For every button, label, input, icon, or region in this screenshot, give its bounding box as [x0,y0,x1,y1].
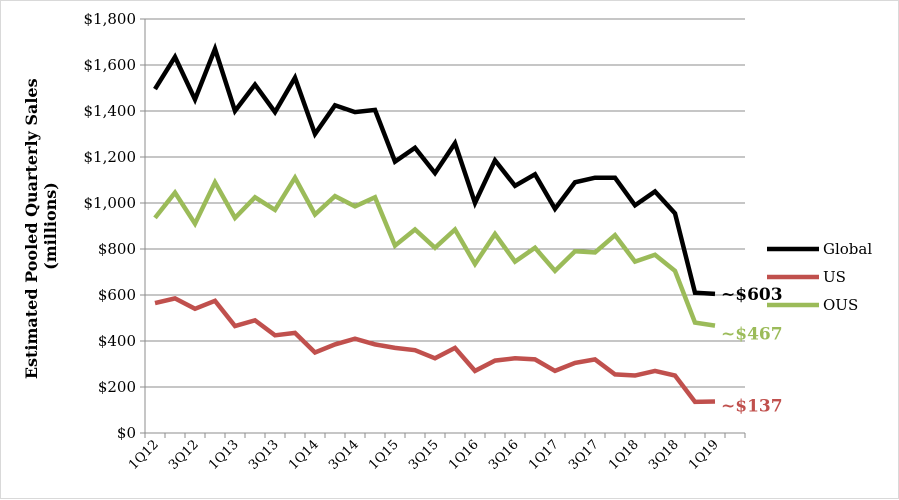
legend: Global US OUS [767,240,872,314]
x-tick-label: 1Q14 [286,437,322,473]
x-tick-label: 1Q19 [686,437,722,473]
y-tick-label: $400 [98,332,136,350]
x-tick-label: 3Q13 [246,437,282,473]
series-line-us [155,298,715,402]
x-tick-label: 1Q15 [366,437,402,473]
y-tick-label: $1,800 [84,10,137,28]
x-tick-label: 1Q18 [606,437,642,473]
legend-label-ous: OUS [823,296,858,314]
legend-label-global: Global [823,240,872,258]
annotation-ous: ~$467 [721,325,783,345]
y-tick-label: $1,400 [84,102,137,120]
x-tick-label: 3Q12 [166,437,202,473]
label-layer: $0 $200 $400 $600 $800 $1,000 $1,200 $1,400 $1,6… [84,10,783,473]
grid-layer [145,19,745,387]
y-tick-label: $0 [117,424,136,442]
y-tick-label: $1,600 [84,56,137,74]
x-tick-label: 1Q13 [206,437,242,473]
y-tick-label: $1,000 [84,194,137,212]
x-tick-label: 3Q14 [326,437,362,473]
x-tick-label: 3Q18 [646,437,682,473]
axis-layer [140,19,745,438]
x-tick-label: 3Q16 [486,437,522,473]
x-tick-label: 1Q16 [446,437,482,473]
y-tick-label: $800 [98,240,136,258]
legend-label-us: US [823,268,846,286]
x-tick-label: 3Q15 [406,437,442,473]
series-layer [155,49,715,402]
y-tick-label: $200 [98,378,136,396]
annotation-global: ~$603 [721,285,783,305]
annotation-us: ~$137 [721,396,783,416]
y-tick-label: $600 [98,286,136,304]
y-axis-title-line-2: (millions) [41,182,60,270]
y-axis-title: Estimated Pooled Quarterly Sales (millio… [22,73,60,379]
x-tick-label: 1Q17 [526,437,562,473]
x-tick-label: 3Q17 [566,437,602,473]
x-tick-label: 1Q12 [126,437,162,473]
y-axis-title-line-1: Estimated Pooled Quarterly Sales [22,78,41,379]
y-tick-label: $1,200 [84,148,137,166]
